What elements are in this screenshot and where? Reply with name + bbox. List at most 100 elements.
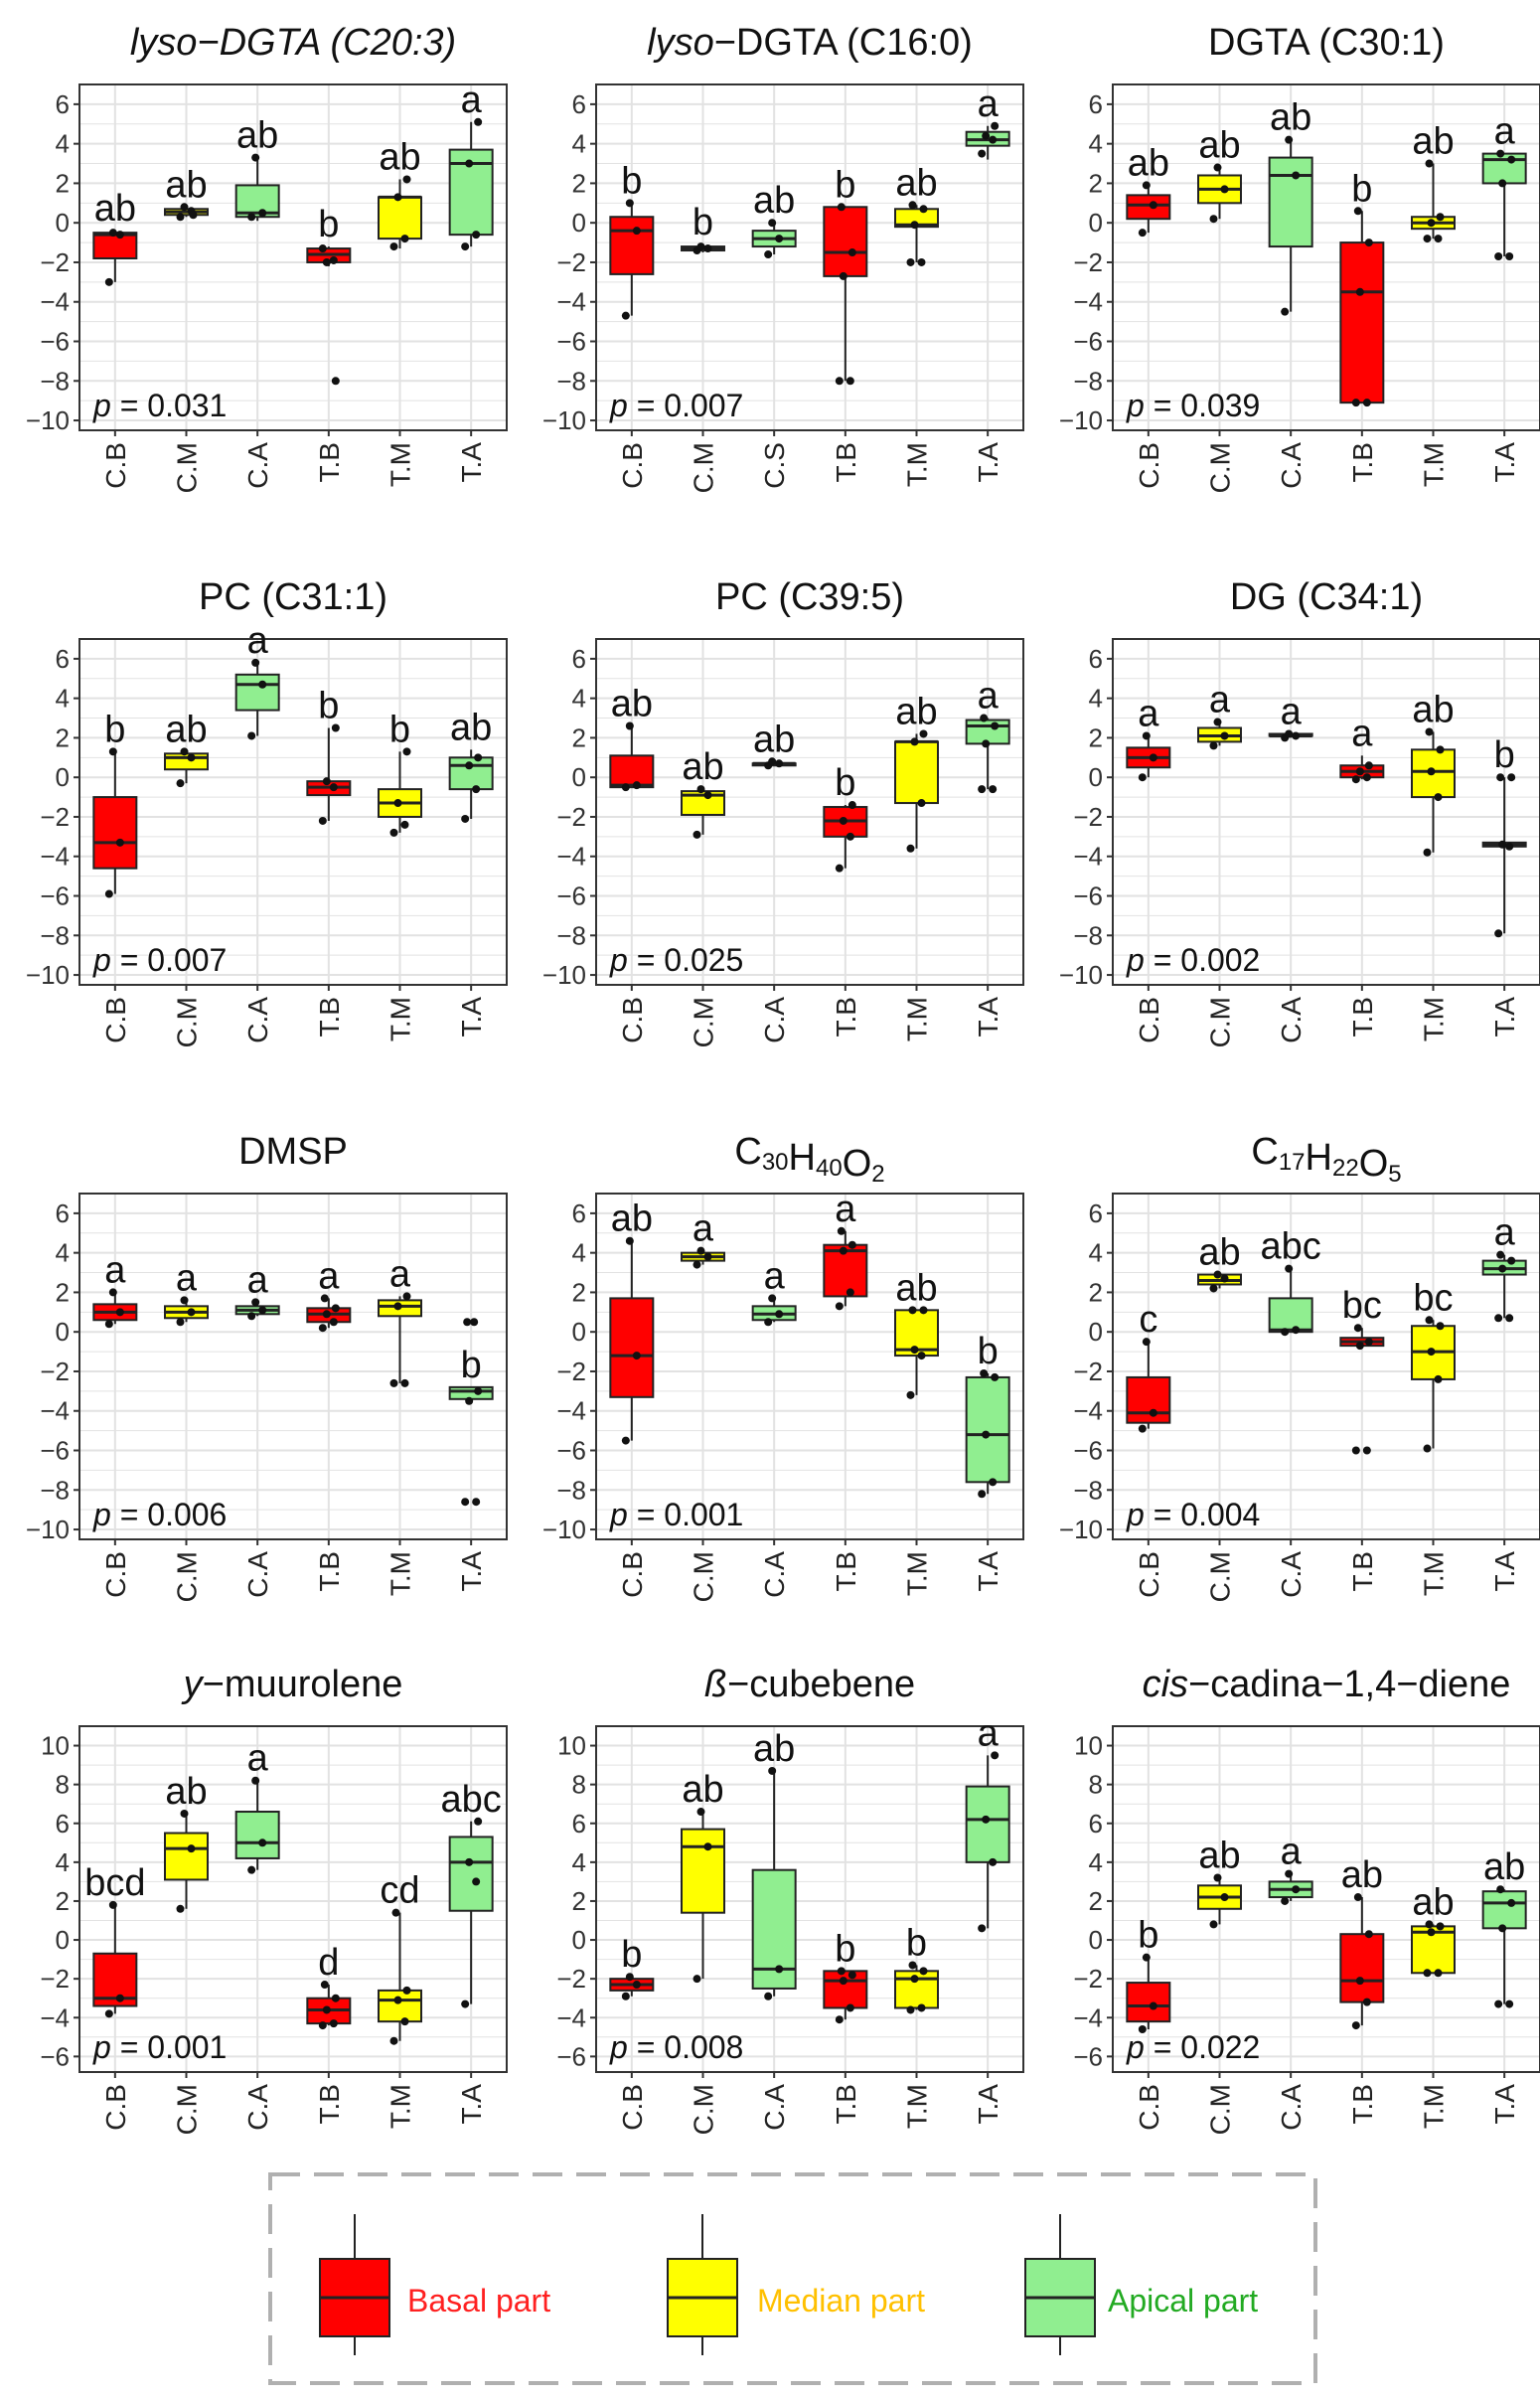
panel-title: cis−cadina−1,4−diene [1143, 1664, 1511, 1705]
data-point [837, 1226, 846, 1235]
x-tick-label: T.M [385, 997, 416, 1041]
data-point [1498, 1924, 1507, 1933]
title-part: 30 [762, 1149, 789, 1176]
y-tick-label: −10 [542, 405, 586, 435]
data-point [989, 135, 998, 144]
data-point [1292, 1326, 1301, 1335]
y-tick-label: 2 [572, 722, 586, 752]
data-point [1507, 773, 1516, 782]
data-point [465, 159, 474, 168]
x-tick-label: C.B [100, 442, 131, 489]
box-C.A: a [234, 1738, 280, 1874]
y-tick-label: 6 [1089, 1809, 1103, 1838]
box-T.B: b [306, 204, 352, 386]
y-tick-label: −6 [556, 881, 586, 911]
data-point [1138, 1424, 1147, 1433]
plot-background [79, 639, 507, 985]
significance-letter: a [247, 620, 269, 662]
x-tick-label: T.B [314, 442, 345, 482]
significance-letter: ab [1341, 1854, 1383, 1896]
data-point [1425, 727, 1434, 736]
panel-title: DG (C34:1) [1230, 576, 1423, 618]
data-point [917, 799, 926, 808]
y-tick-label: 0 [572, 1317, 586, 1347]
y-tick-label: 2 [1089, 1886, 1103, 1916]
significance-letter: a [461, 80, 483, 121]
plot-frame [78, 638, 508, 986]
p-number: = 0.002 [1145, 942, 1261, 978]
y-tick-label: 0 [572, 208, 586, 238]
x-tick-label: T.B [314, 2084, 345, 2124]
significance-letter: a [176, 1257, 198, 1299]
data-point [1494, 1999, 1503, 2008]
data-point [621, 1436, 630, 1445]
p-symbol: p [609, 2029, 628, 2065]
x-tick-label: C.M [689, 442, 719, 493]
data-point [1285, 1869, 1294, 1878]
data-point [847, 1240, 856, 1249]
p-number: = 0.031 [111, 388, 228, 423]
y-tick-label: −10 [542, 960, 586, 990]
significance-letter: b [621, 160, 642, 202]
title-part: DG (C34:1) [1230, 576, 1423, 618]
panel-title: ß−cubebene [704, 1664, 915, 1705]
y-tick-label: −4 [556, 2002, 586, 2032]
data-point [400, 235, 409, 243]
title-part: y [181, 1664, 205, 1705]
data-point [115, 1308, 124, 1317]
y-tick-label: 6 [56, 1199, 70, 1228]
box-T.B: a [306, 1255, 352, 1333]
significance-letter: a [104, 1249, 126, 1291]
data-point [463, 1318, 472, 1327]
x-tick-label: C.A [759, 2084, 790, 2131]
data-point [982, 739, 991, 748]
data-point [320, 1294, 329, 1303]
x-tick-label: T.B [1347, 997, 1378, 1037]
box-T.A: ab [448, 707, 494, 823]
significance-letter: b [1494, 734, 1515, 776]
y-tick-label: 6 [1089, 644, 1103, 674]
data-point [910, 1346, 919, 1355]
data-point [696, 1808, 705, 1817]
box-T.B: b [823, 762, 868, 873]
box-T.A: b [448, 1318, 494, 1507]
data-point [1364, 239, 1373, 247]
significance-letter: ab [1198, 1835, 1240, 1876]
plot-background [596, 1726, 1023, 2072]
plot-background [79, 84, 507, 430]
data-point [1507, 155, 1516, 164]
data-point [846, 377, 854, 386]
data-point [180, 1809, 189, 1818]
x-tick-label: T.M [385, 442, 416, 487]
p-value-label: p = 0.025 [609, 942, 743, 978]
y-tick-label: −4 [556, 287, 586, 317]
data-point [1213, 718, 1222, 726]
box-T.B: a [1339, 713, 1385, 784]
data-point [1142, 731, 1151, 740]
data-point [906, 257, 915, 266]
significance-letter: a [978, 83, 1000, 125]
data-point [329, 255, 338, 264]
plot-background [596, 1194, 1023, 1539]
data-point [1362, 1998, 1371, 2006]
box-T.B: b [823, 164, 868, 386]
data-point [982, 1815, 991, 1824]
significance-letter: bc [1342, 1285, 1382, 1327]
data-point [108, 1288, 117, 1297]
significance-letter: a [247, 1738, 269, 1780]
x-tick-label: C.B [1134, 442, 1164, 489]
box-C.B: a [1126, 693, 1171, 782]
significance-letter: ab [753, 1728, 795, 1770]
p-number: = 0.001 [628, 1497, 744, 1532]
significance-letter: b [621, 1934, 642, 1976]
x-tick-label: C.B [100, 997, 131, 1043]
data-point [329, 783, 338, 792]
p-value-label: p = 0.031 [92, 388, 227, 423]
data-point [402, 1986, 411, 1995]
data-point [991, 1372, 1000, 1381]
box-T.M: cd [378, 1870, 422, 2045]
data-point [1355, 287, 1364, 296]
y-tick-label: −2 [556, 802, 586, 832]
data-point [393, 799, 402, 808]
data-point [1362, 773, 1371, 782]
